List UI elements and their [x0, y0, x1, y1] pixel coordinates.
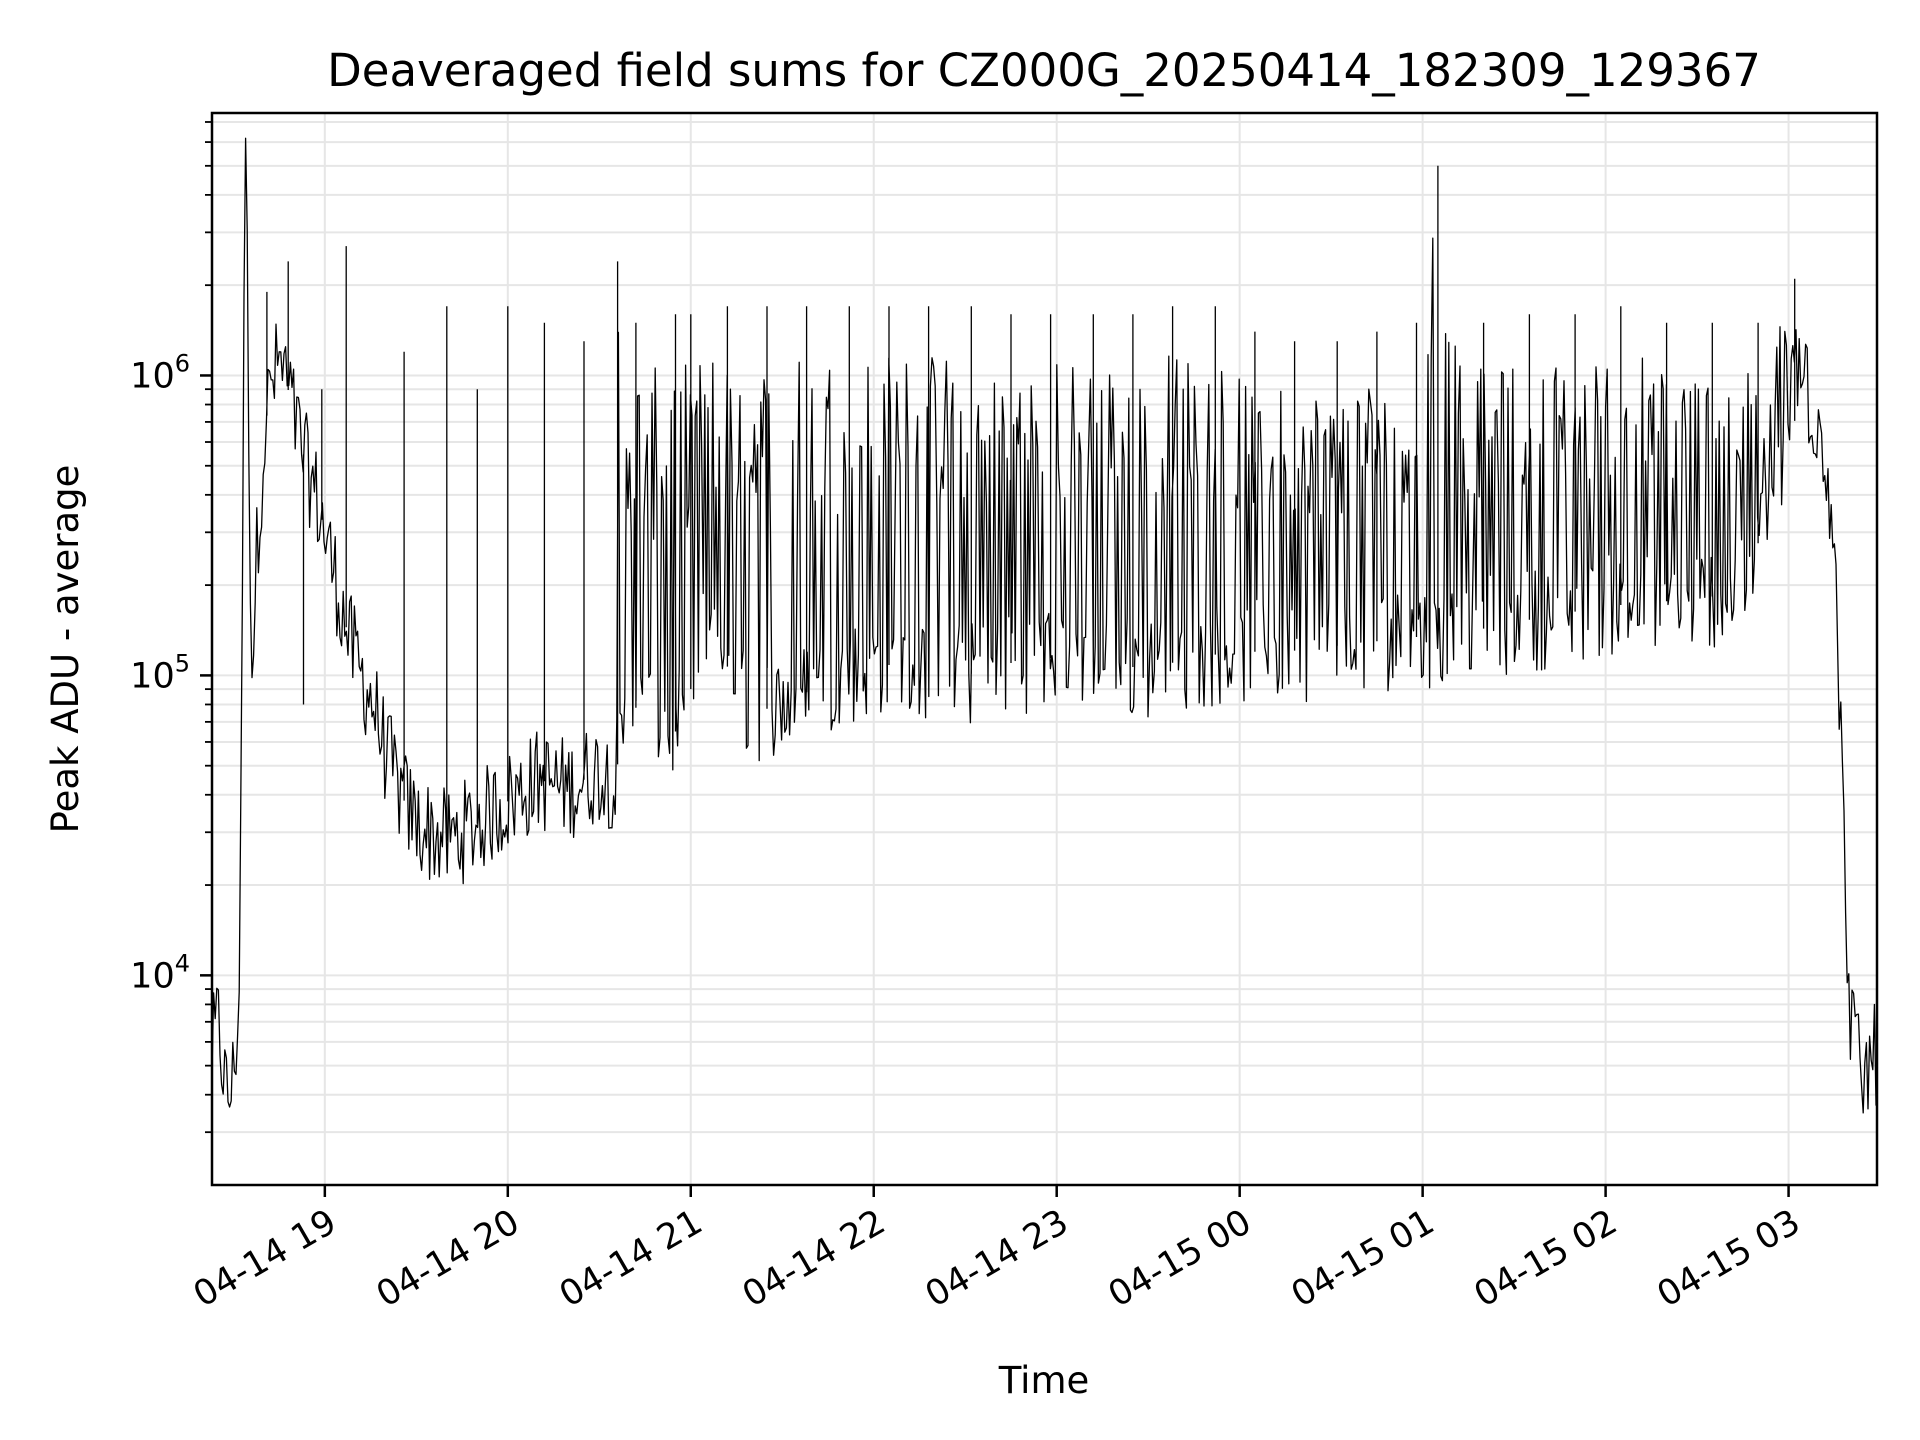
y-axis-label: Peak ADU - average: [44, 465, 87, 834]
x-tick-label: 04-15 03: [1651, 1202, 1807, 1315]
x-tick-label: 04-14 20: [370, 1202, 526, 1315]
x-tick-label: 04-14 21: [553, 1202, 709, 1315]
x-tick-label: 04-15 00: [1102, 1202, 1258, 1315]
x-tick-label: 04-14 22: [736, 1202, 892, 1315]
y-tick-label: 105: [130, 649, 190, 696]
series-line: [211, 137, 1877, 1114]
x-axis-label: Time: [998, 1359, 1090, 1402]
chart-title: Deaveraged field sums for CZ000G_2025041…: [327, 44, 1761, 97]
y-axis: 104 105 106: [130, 121, 212, 1134]
series-layer: [211, 137, 1877, 1114]
grid-lines: [212, 113, 1877, 1185]
y-tick-label: 104: [130, 949, 190, 996]
x-tick-label: 04-15 01: [1285, 1202, 1441, 1315]
y-tick-label: 106: [130, 349, 190, 396]
plot-frame: [210, 111, 1879, 1187]
x-tick-label: 04-14 19: [187, 1202, 343, 1315]
x-tick-label: 04-14 23: [919, 1202, 1075, 1315]
x-tick-label: 04-15 02: [1468, 1202, 1624, 1315]
x-axis: 04-14 19 04-14 20 04-14 21 04-14 22 04-14 23…: [187, 1185, 1807, 1315]
